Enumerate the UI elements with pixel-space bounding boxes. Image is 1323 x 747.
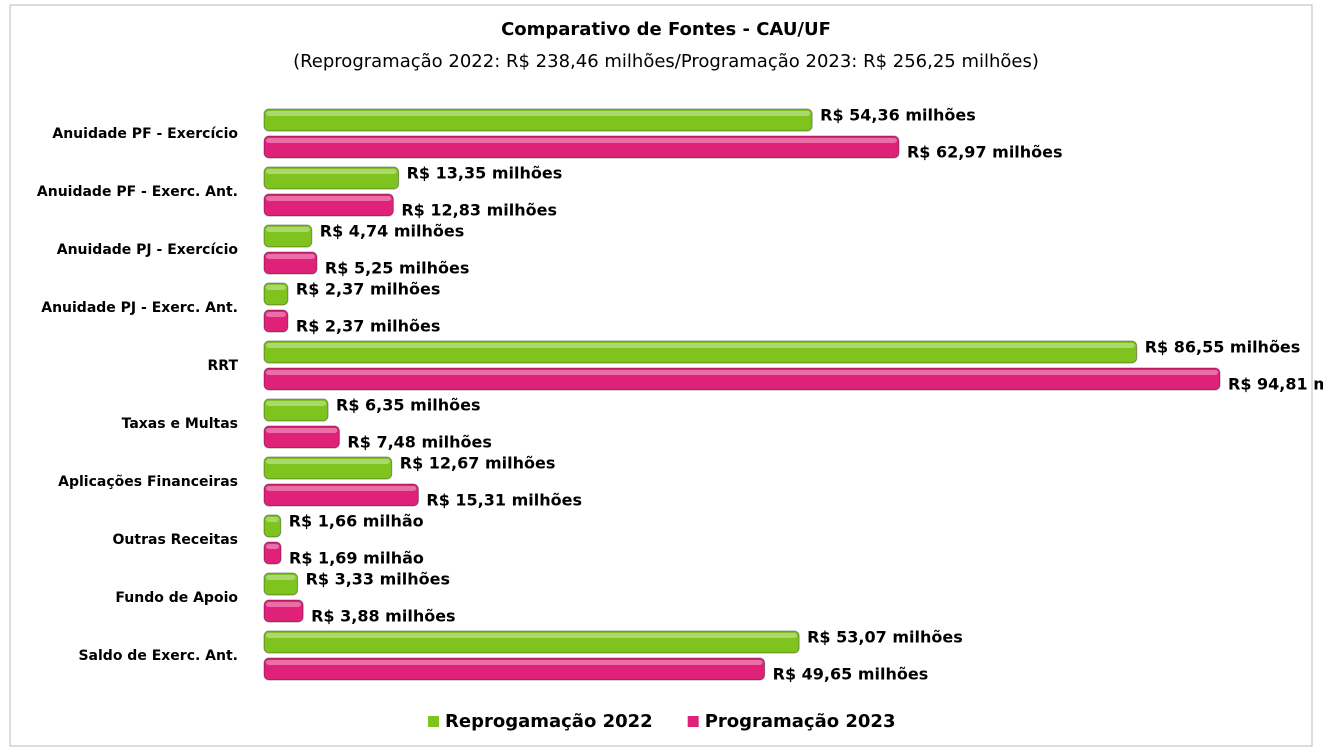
data-label: R$ 4,74 milhões: [320, 222, 464, 241]
bar-highlight: [266, 602, 302, 607]
data-label: R$ 15,31 milhões: [426, 491, 582, 510]
y-tick-label: Taxas e Multas: [122, 416, 238, 432]
data-label: R$ 94,81 milhões: [1228, 375, 1323, 394]
chart-title: Comparativo de Fontes - CAU/UF: [501, 19, 831, 40]
data-label: R$ 12,67 milhões: [400, 454, 556, 473]
data-label: R$ 3,88 milhões: [311, 607, 455, 626]
bar-highlight: [266, 486, 417, 491]
bar: [263, 514, 282, 538]
bar: [263, 425, 340, 449]
data-label: R$ 49,65 milhões: [773, 665, 929, 684]
y-tick-label: Anuidade PF - Exercício: [52, 126, 238, 142]
legend-label: Programação 2023: [705, 711, 896, 732]
legend-swatch: [428, 716, 439, 727]
data-label: R$ 86,55 milhões: [1145, 338, 1301, 357]
bar-highlight: [266, 312, 286, 317]
data-label: R$ 2,37 milhões: [296, 280, 440, 299]
bar: [263, 309, 289, 333]
data-label: R$ 1,66 milhão: [289, 512, 424, 531]
y-tick-label: Saldo de Exerc. Ant.: [78, 648, 238, 664]
legend-label: Reprogamação 2022: [445, 711, 653, 732]
y-tick-label: Anuidade PJ - Exercício: [57, 242, 239, 258]
data-label: R$ 5,25 milhões: [325, 259, 469, 278]
bar: [263, 224, 313, 248]
bar: [263, 135, 900, 159]
y-tick-label: Anuidade PJ - Exerc. Ant.: [41, 300, 238, 316]
bar-highlight: [266, 459, 390, 464]
bar-highlight: [266, 544, 280, 549]
bar: [263, 599, 304, 623]
bar: [263, 193, 394, 217]
data-label: R$ 62,97 milhões: [907, 143, 1063, 162]
bar: [263, 630, 800, 654]
bar: [263, 456, 393, 480]
bar-highlight: [266, 401, 327, 406]
y-tick-label: Fundo de Apoio: [115, 590, 238, 606]
bar: [263, 657, 766, 681]
bar-highlight: [266, 196, 392, 201]
data-label: R$ 6,35 milhões: [336, 396, 480, 415]
y-tick-label: Aplicações Financeiras: [58, 474, 238, 490]
bar: [263, 108, 813, 132]
legend-swatch: [687, 716, 699, 727]
y-tick-label: Anuidade PF - Exerc. Ant.: [37, 184, 238, 200]
bar-highlight: [266, 227, 310, 232]
data-label: R$ 12,83 milhões: [401, 201, 557, 220]
bar: [263, 251, 318, 275]
bar: [263, 282, 289, 306]
bar: [263, 340, 1138, 364]
data-label: R$ 53,07 milhões: [807, 628, 963, 647]
bar: [263, 572, 299, 596]
bar-highlight: [266, 138, 897, 143]
chart-subtitle: (Reprogramação 2022: R$ 238,46 milhões/P…: [293, 51, 1039, 72]
bar-highlight: [266, 517, 279, 522]
bar-highlight: [266, 111, 811, 116]
bar-highlight: [266, 428, 338, 433]
bar: [263, 398, 329, 422]
data-label: R$ 1,69 milhão: [289, 549, 424, 568]
bar-highlight: [266, 660, 763, 665]
data-label: R$ 13,35 milhões: [407, 164, 563, 183]
y-tick-label: Outras Receitas: [113, 532, 238, 548]
bar: [263, 483, 419, 507]
data-label: R$ 7,48 milhões: [347, 433, 491, 452]
bar-highlight: [266, 370, 1218, 375]
y-tick-label: RRT: [208, 358, 239, 374]
bar: [263, 541, 282, 565]
bar-highlight: [266, 169, 397, 174]
data-label: R$ 54,36 milhões: [820, 106, 976, 125]
bar-highlight: [266, 343, 1135, 348]
data-label: R$ 2,37 milhões: [296, 317, 440, 336]
bar: [263, 367, 1221, 391]
bar-highlight: [266, 285, 286, 290]
bar-highlight: [266, 633, 798, 638]
bar-highlight: [266, 254, 315, 259]
bar: [263, 166, 400, 190]
data-label: R$ 3,33 milhões: [306, 570, 450, 589]
bar-highlight: [266, 575, 296, 580]
